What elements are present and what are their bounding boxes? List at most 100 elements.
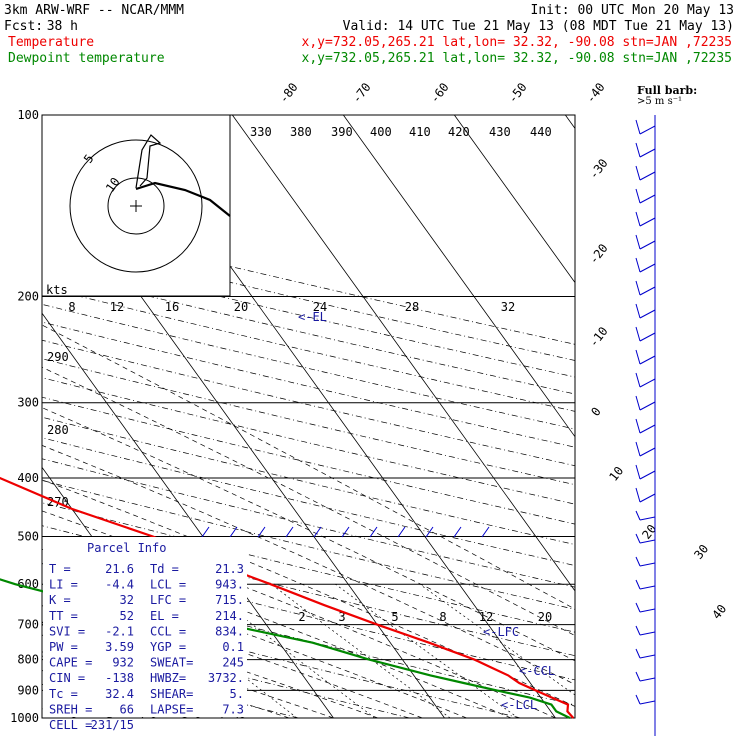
wind-barb-staff [639,562,656,567]
wind-barb-flag [635,349,641,365]
wind-barb-row [397,526,406,538]
hodograph-axis-label: 12 [110,300,124,314]
wind-barb-staff [639,378,656,388]
parcel-row-label-1: CIN = [49,671,85,685]
dry-adiabat-line [42,237,575,361]
wind-barb-flag [635,165,641,181]
wind-barbs: Full barb: >5 m s⁻¹ [201,84,697,736]
wind-barb-staff [639,286,656,296]
parcel-row-value-1: 932 [112,656,134,670]
parcel-row-label-1: PW = [49,640,78,654]
wind-barb-staff [639,700,656,705]
pressure-tick-labels: 100 200 300 400 500 600 700 800 900 1000 [10,108,39,725]
hodograph-trace-lower [135,181,231,217]
parcel-info-box: Parcel Info T = 21.6 Td = 21.3 LI = -4.4 LCL =… [43,537,247,732]
parcel-row-value-2: 21.3 [215,562,244,576]
parcel-row-label-2: YGP = [150,640,186,654]
wind-barb-flag [635,280,641,296]
wind-barb-flag [635,487,641,503]
hodograph-axis-label: 24 [313,300,327,314]
hodograph-ring-label-10: 10 [103,175,123,195]
wind-barb-staff [639,309,656,319]
mixing-ratio-tick-label: 5 [391,610,398,624]
marker-lfc: <-LFC [483,625,519,639]
wind-barb-flag [635,303,641,319]
parcel-row-label-1: Tc = [49,687,78,701]
wind-barb-flag [635,142,641,158]
wind-barb-flag [635,418,641,434]
wind-barb-flag [635,464,641,480]
pressure-tick-label: 200 [17,290,39,304]
parcel-row-value-2: 3732. [208,671,244,685]
theta-tick-label: 400 [370,125,392,139]
dry-adiabat-line [42,253,575,378]
isotherm-tick-label: 20 [639,522,659,542]
wind-barb-flag [635,188,641,204]
wind-barb-staff [639,171,656,181]
parcel-row-label-1: LI = [49,578,78,592]
parcel-row-label-1: T = [49,562,71,576]
theta-tick-label: 330 [250,125,272,139]
pressure-tick-label: 300 [17,396,39,410]
hodograph-axis-label: 32 [501,300,515,314]
wind-barb-row [369,526,378,538]
isotherm-line [232,115,575,592]
parcel-row-label-1: TT = [49,609,78,623]
dewpoint-location: x,y=732.05,265.21 lat,lon= 32.32, -90.08… [302,51,732,66]
parcel-row-label-2: LCL = [150,578,186,592]
wind-barb-row [257,526,266,538]
mixing-ratio-tick-label: 3 [338,610,345,624]
hodograph-ring-outer [69,139,203,273]
isotherm-tick-label: -40 [583,80,607,106]
wind-barb-staff [639,217,656,227]
wind-barb-row [341,526,350,538]
parcel-row-value-2: 214. [215,609,244,623]
hodograph-units: kts [46,283,68,297]
isotherm-tick-label: -70 [349,80,373,106]
wind-barb-flag [635,533,641,544]
marker-lcl: <-LCL [501,698,537,712]
header: 3km ARW-WRF -- NCAR/MMM Init: 00 UTC Mon… [4,3,734,66]
parcel-info-title: Parcel Info [87,541,166,555]
mixing-ratio-labels: 2 3 5 8 12 20 [298,610,552,624]
wind-barb-flag [635,211,641,227]
parcel-row-label-2: SWEAT= [150,656,193,670]
wind-barb-staff [639,401,656,411]
mixing-ratio-tick-label: 12 [479,610,493,624]
wind-barb-staff [639,125,656,135]
isotherm-line [343,115,575,438]
wind-barb-flag [635,602,641,613]
wind-barb-staff [639,470,656,480]
wind-barb-staff [639,608,656,613]
wind-barb-flag [635,395,641,411]
isotherm-line [454,115,575,284]
wind-barb-row [285,526,294,538]
pressure-tick-label: 700 [17,618,39,632]
dry-adiabat-line [42,321,575,448]
wind-barb-row [453,526,462,538]
wind-barb-staff [639,516,656,521]
pressure-tick-label: 1000 [10,711,39,725]
parcel-row-label-2: HWBZ= [150,671,186,685]
level-markers: <-EL <-LFC <-CCL <-LCL [298,310,555,712]
mixing-ratio-tick-label: 8 [439,610,446,624]
parcel-row-label-1: CELL = [49,718,92,732]
wind-barb-staff [639,332,656,342]
wind-barb-flag [635,510,641,521]
series-dewpoint [0,578,571,719]
theta-tick-label: 430 [489,125,511,139]
parcel-row-label-1: K = [49,593,71,607]
wind-barb-staff [639,585,656,590]
parcel-row-value-1: 32 [120,593,134,607]
parcel-row-value-1: 32.4 [105,687,134,701]
wind-barb-staff [639,355,656,365]
parcel-row-label-1: SVI = [49,624,85,638]
theta-tick-label: 290 [47,350,69,364]
wind-barb-flag [635,556,641,567]
theta-tick-label: 410 [409,125,431,139]
isotherm-tick-label: -60 [427,80,451,106]
fcst-label: Fcst: [4,19,43,34]
parcel-row-value-2: 5. [230,687,244,701]
pressure-tick-label: 400 [17,471,39,485]
parcel-row-value-2: 7.3 [222,702,244,716]
